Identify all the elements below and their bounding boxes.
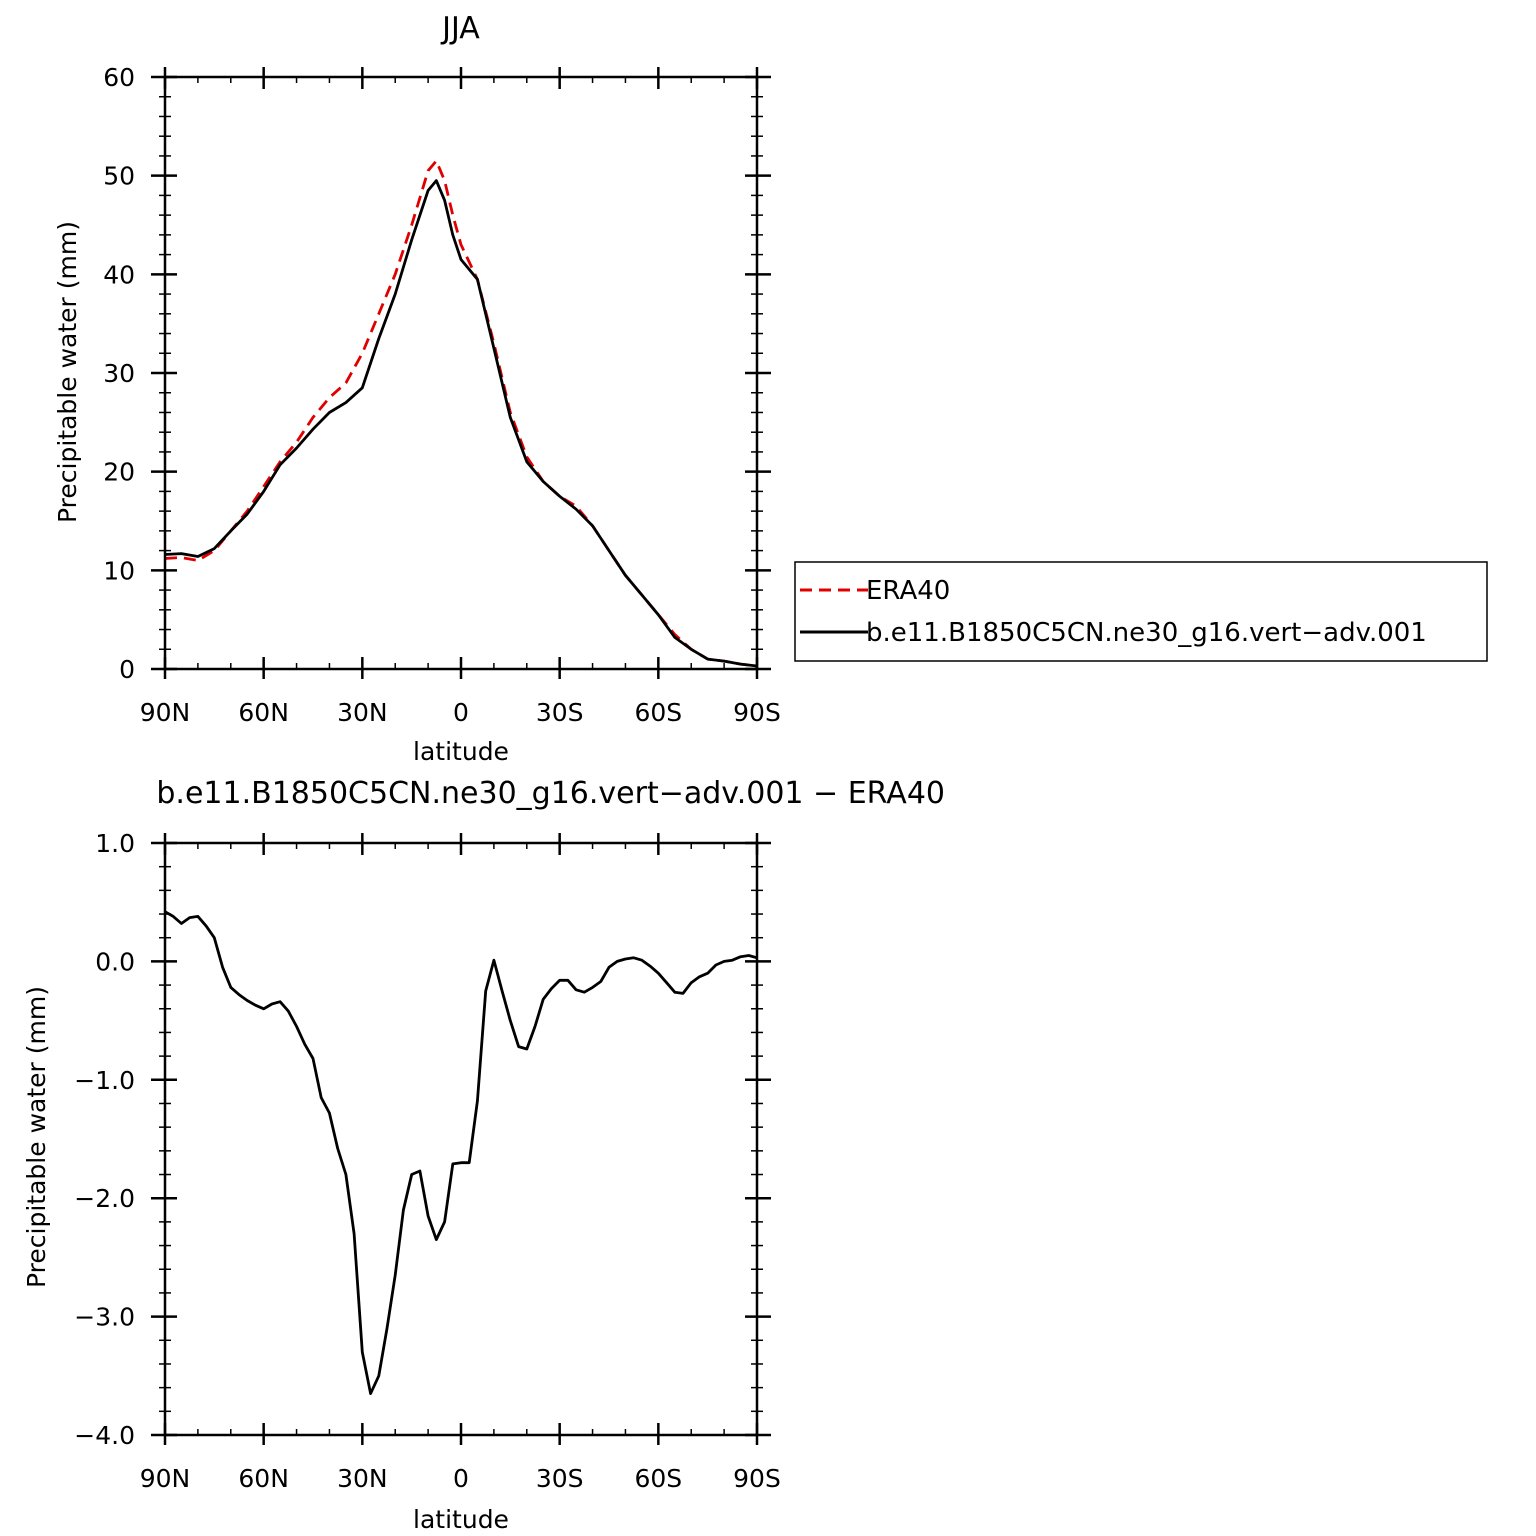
y-tick-label: 20 <box>103 458 135 487</box>
x-tick-label: 90S <box>733 698 781 727</box>
legend-label-model: b.e11.B1850C5CN.ne30_g16.vert−adv.001 <box>866 618 1427 648</box>
series-line-difference <box>164 910 758 1395</box>
panel-title-top: JJA <box>440 11 480 46</box>
x-tick-label: 90N <box>140 698 191 727</box>
ticks-top <box>151 67 771 679</box>
y-tick-label: 50 <box>103 162 135 191</box>
y-tick-label: 60 <box>103 63 135 92</box>
x-tick-label: 60N <box>238 698 289 727</box>
y-axis-label-bottom: Precipitable water (mm) <box>22 986 51 1288</box>
x-tick-label: 30N <box>337 1464 388 1493</box>
x-tick-label: 30N <box>337 698 388 727</box>
series-line-model <box>164 179 758 668</box>
x-tick-label: 60S <box>634 1464 682 1493</box>
x-tick-label: 30S <box>536 698 584 727</box>
y-tick-label: −4.0 <box>74 1421 135 1450</box>
panel-title-bottom: b.e11.B1850C5CN.ne30_g16.vert−adv.001 − … <box>156 776 945 811</box>
x-tick-label: 30S <box>536 1464 584 1493</box>
tick-labels-bottom: 90N 60N 30N 0 30S 60S 90S 1.0 0.0 −1.0 −2.0 −3.0 −4.… <box>74 829 781 1493</box>
series-lines-top <box>164 159 758 668</box>
y-tick-label: 1.0 <box>95 829 135 858</box>
plot-frame-bottom <box>163 841 759 1437</box>
y-tick-label: −3.0 <box>74 1303 135 1332</box>
legend-label-era40: ERA40 <box>866 576 950 606</box>
y-tick-label: 0.0 <box>95 947 135 976</box>
y-tick-label: 10 <box>103 556 135 585</box>
x-tick-label: 60N <box>238 1464 289 1493</box>
x-tick-label: 0 <box>453 1464 469 1493</box>
x-axis-label-top: latitude <box>413 737 509 766</box>
legend-box <box>794 561 1488 662</box>
series-line-era40 <box>164 159 758 668</box>
y-axis-label-top: Precipitable water (mm) <box>53 221 82 523</box>
series-lines-bottom <box>164 910 758 1395</box>
x-tick-label: 60S <box>634 698 682 727</box>
plot-frame-top <box>163 75 759 671</box>
y-tick-label: 30 <box>103 359 135 388</box>
legend: ERA40 b.e11.B1850C5CN.ne30_g16.vert−adv.… <box>794 561 1488 662</box>
x-axis-label-bottom: latitude <box>413 1505 509 1534</box>
y-tick-label: −2.0 <box>74 1184 135 1213</box>
x-tick-label: 90S <box>733 1464 781 1493</box>
x-tick-label: 90N <box>140 1464 191 1493</box>
y-tick-label: −1.0 <box>74 1066 135 1095</box>
x-tick-label: 0 <box>453 698 469 727</box>
y-tick-label: 40 <box>103 260 135 289</box>
panel-top: JJA Precipitable water (mm) latitude 90N… <box>53 11 781 766</box>
ticks-bottom <box>151 833 771 1445</box>
y-tick-label: 0 <box>119 655 135 684</box>
panel-bottom: b.e11.B1850C5CN.ne30_g16.vert−adv.001 − … <box>22 776 945 1534</box>
tick-labels-top: 90N 60N 30N 0 30S 60S 90S 0 10 20 30 40 50 60 <box>103 63 781 727</box>
